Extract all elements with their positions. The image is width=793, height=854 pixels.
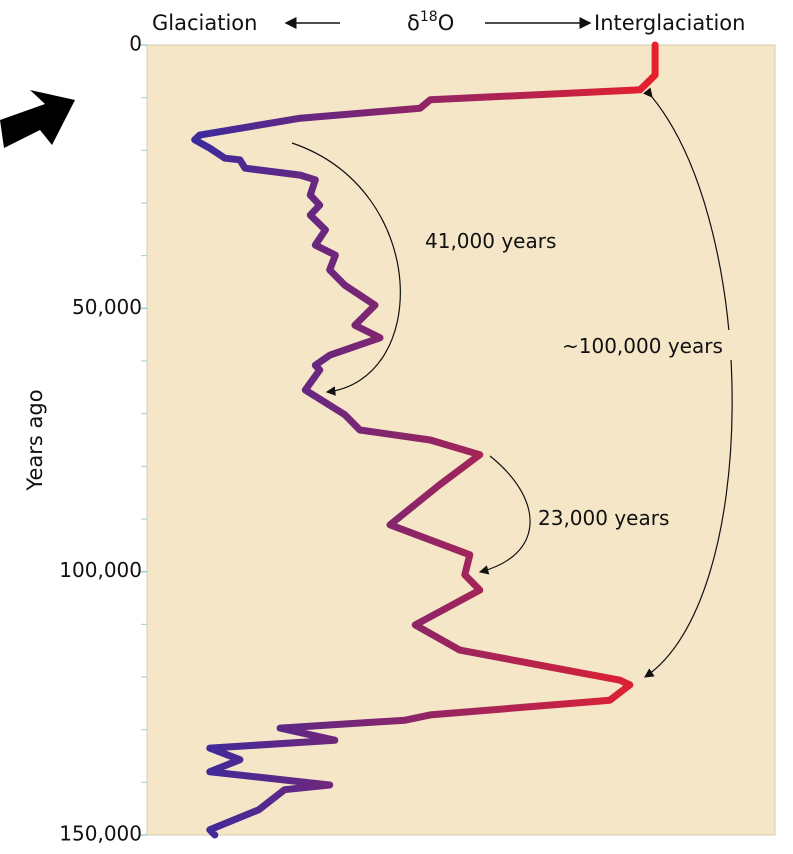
y-tick-label: 50,000 — [72, 295, 142, 319]
y-axis-label: Years ago — [23, 389, 47, 491]
pointer-arrow — [0, 90, 75, 148]
header: Glaciation δ18O Interglaciation — [152, 9, 745, 35]
superscript: 18 — [420, 9, 438, 25]
annotation-arrow — [478, 455, 531, 575]
data-line — [191, 41, 659, 839]
header-center: δ18O — [407, 9, 454, 35]
element: O — [438, 11, 455, 35]
plot-area — [146, 44, 776, 836]
y-tick-label: 150,000 — [59, 822, 142, 846]
annotation: ~100,000 years — [562, 334, 723, 358]
symbol: δ — [407, 11, 420, 35]
header-right: Interglaciation — [594, 11, 745, 35]
annotation-arrow — [642, 87, 733, 678]
annotation-arrow — [291, 142, 401, 396]
header-left: Glaciation — [152, 11, 257, 35]
y-tick-label: 100,000 — [59, 558, 142, 582]
annotation: 23,000 years — [538, 506, 669, 530]
label-backdrop — [560, 330, 765, 360]
annotation: 41,000 years — [425, 229, 556, 253]
y-tick-label: 0 — [129, 32, 142, 56]
